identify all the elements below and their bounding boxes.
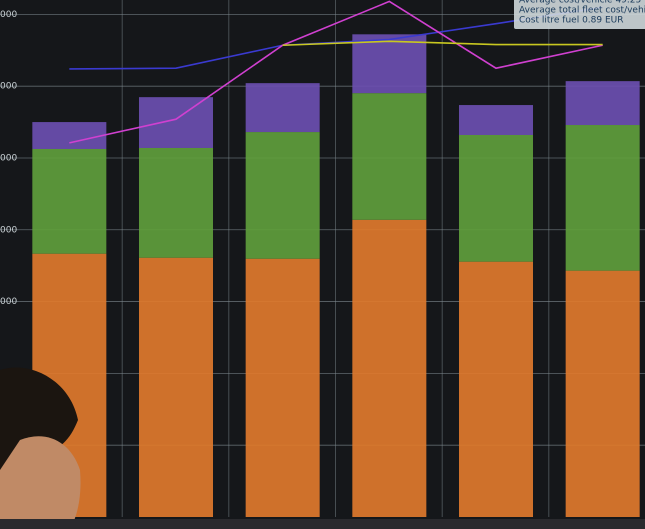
- bar-segment: [245, 258, 320, 517]
- bar-segment: [565, 81, 640, 126]
- line-series: [282, 40, 603, 47]
- bar-segment: [459, 134, 533, 262]
- bar-segment: [352, 34, 427, 94]
- y-tick-label: 000: [0, 225, 17, 235]
- tooltip-text: Average total fleet cost/vehicle 4: [519, 6, 645, 16]
- bar-segment: [139, 147, 213, 258]
- y-tick-label: 000: [0, 82, 17, 92]
- y-tick-label: 000: [0, 297, 17, 307]
- bar-segment: [352, 219, 427, 517]
- tooltip-box: [514, 0, 645, 29]
- tooltip-text: Average cost/vehicle 49.25 EUR: [519, 0, 645, 6]
- bar-segment: [459, 261, 533, 517]
- bar-segment: [245, 132, 320, 259]
- line-series: [69, 6, 603, 70]
- person-face: [0, 436, 81, 529]
- bar-segment: [245, 83, 320, 133]
- y-tick-label: 000: [0, 10, 17, 20]
- screen-bezel: [0, 519, 645, 529]
- line-series: [69, 0, 603, 144]
- bar-segment: [32, 148, 107, 254]
- bar-segment: [139, 97, 213, 148]
- tooltip-text: Cost litre fuel 0.89 EUR: [519, 16, 624, 26]
- bar-segment: [565, 125, 640, 271]
- bar-segment: [352, 93, 427, 220]
- bar-segment: [139, 257, 213, 517]
- bar-segment: [32, 122, 107, 149]
- bar-segment: [459, 105, 533, 135]
- bar-segment: [565, 270, 640, 517]
- tooltip: Average cost/vehicle 49.25 EURAverage to…: [514, 0, 645, 29]
- y-tick-label: 000: [0, 153, 17, 163]
